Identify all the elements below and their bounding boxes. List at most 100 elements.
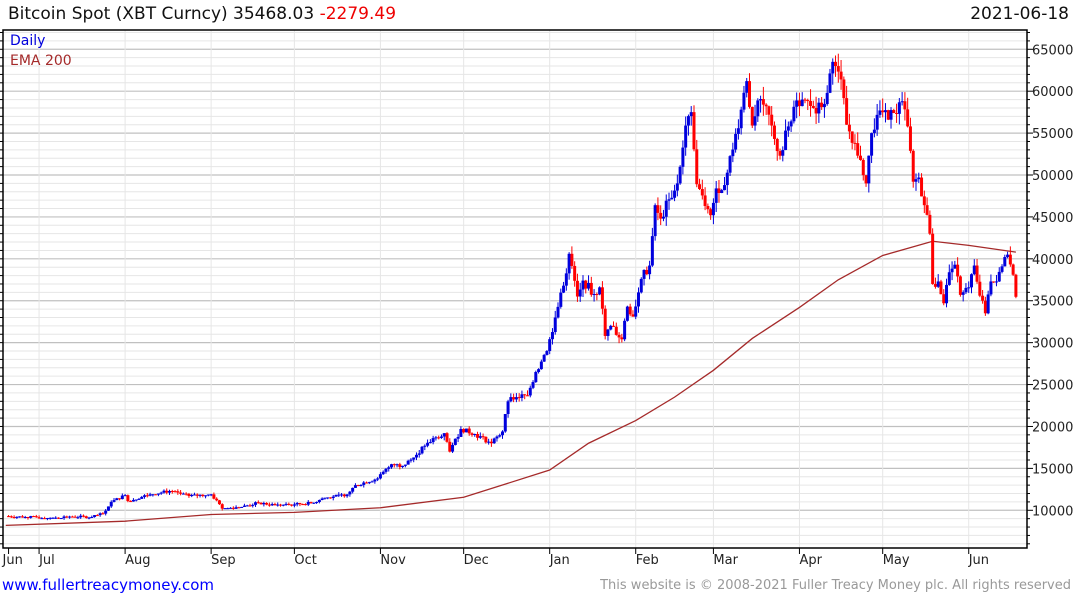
candle-body [229,507,233,509]
candle-body [476,434,480,438]
candle-body [695,149,699,185]
candle-body [151,494,155,496]
candle-body [506,401,510,415]
candle-body [570,253,574,266]
candle-body [370,481,374,483]
candle-body [237,507,241,509]
candle-body [892,110,896,113]
candle-body [967,287,971,289]
candle-body [90,516,94,518]
candle-body [29,516,33,518]
candle-body [562,285,566,293]
candle-body [312,502,316,504]
candle-body [881,110,885,113]
candle-body [606,329,610,336]
candle-body [342,494,346,497]
candle-body [9,516,13,518]
candle-body [917,177,921,180]
candle-body [725,172,729,186]
candle-body [168,491,172,493]
candle-body [958,276,962,295]
candle-body [745,81,749,93]
candle-body [54,517,58,519]
candle-body [939,281,943,295]
candle-body [564,273,568,286]
x-tick-label: Nov [380,553,406,568]
website-link[interactable]: www.fullertreacymoney.com [2,576,215,594]
candle-body [129,501,133,503]
candle-body [1014,274,1018,297]
candle-body [986,294,990,314]
candle-body [670,197,674,200]
candle-body [337,494,341,496]
candle-body [528,387,532,396]
candle-body [170,491,174,493]
plot-frame [2,29,1028,549]
candle-body [309,501,313,503]
candle-body [384,468,388,472]
candle-body [409,459,413,461]
candle-body [961,292,965,295]
candle-body [348,491,352,495]
y-tick-label: 65000 [1032,43,1073,58]
candle-body [481,436,485,438]
candle-body [498,435,502,437]
candle-body [620,337,624,340]
last-price: 35468.03 [233,4,315,24]
candle-body [703,195,707,207]
candle-body [431,438,435,443]
candle-body [7,516,11,518]
candle-body [445,433,449,442]
candle-body [797,100,801,107]
candle-body [1000,266,1004,272]
candle-body [398,464,402,467]
candle-body [537,369,541,372]
candle-body [356,485,360,487]
candle-body [76,517,80,519]
candle-body [295,503,299,505]
candle-body [165,490,169,493]
candle-body [256,502,260,504]
candle-body [26,516,30,518]
candle-body [681,147,685,167]
candle-body [176,491,180,493]
candle-body [401,465,405,467]
candle-body [664,200,668,217]
candle-body [1008,254,1012,265]
candle-body [820,102,824,108]
candle-body [814,107,818,114]
candle-body [600,287,604,309]
candle-body [434,437,438,439]
candle-body [134,499,138,501]
y-tick-label: 15000 [1032,462,1073,477]
candle-body [864,175,868,184]
candle-body [767,106,771,115]
x-tick-label: Jul [38,553,55,568]
candle-body [750,106,754,126]
candle-body [645,269,649,275]
candle-body [473,434,477,436]
candle-body [118,498,122,500]
candle-body [143,495,147,497]
candle-body [501,431,505,436]
candle-body [184,493,188,495]
x-tick-label: Jun [968,553,989,568]
candle-body [192,494,196,496]
candle-body [173,491,177,493]
candle-body [692,112,696,150]
candle-body [648,265,652,275]
candle-body [850,131,854,143]
candle-body [145,495,149,497]
candle-body [928,214,932,234]
candle-body [717,188,721,193]
candle-body [550,332,554,340]
chart-date: 2021-06-18 [970,4,1069,24]
candle-body [187,493,191,497]
candle-body [79,515,83,518]
candle-body [254,502,258,505]
candle-body [803,99,807,101]
candle-body [270,504,274,506]
candle-body [828,73,832,93]
candle-body [512,397,516,400]
candle-body [478,436,482,438]
